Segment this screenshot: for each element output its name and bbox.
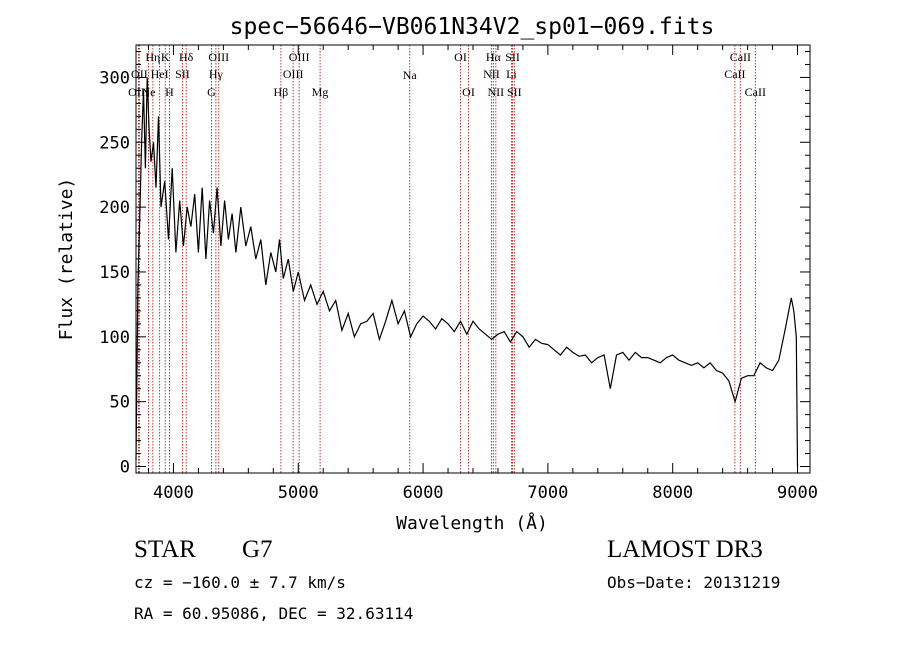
x-axis-label: Wavelength (Å) (396, 512, 548, 534)
line-marker-label: OIII (208, 50, 229, 64)
object-subclass: G7 (242, 536, 273, 563)
redshift-velocity: cz = −160.0 ± 7.7 km/s (134, 573, 346, 592)
line-marker-label: Hδ (179, 50, 194, 64)
line-marker-label: NII (483, 67, 500, 81)
y-tick-label: 250 (99, 133, 130, 153)
line-marker-label: Hη (145, 50, 160, 64)
line-marker-label: G (207, 85, 216, 99)
x-tick-label: 6000 (403, 483, 444, 503)
x-tick-label: 5000 (278, 483, 319, 503)
y-axis: 0 50 100 150 200 250 300 (99, 50, 810, 478)
line-marker-label: SII (505, 50, 520, 64)
line-marker-label: NII (488, 85, 505, 99)
line-marker-label: SII (507, 85, 522, 99)
chart-title: spec−56646−VB061N34V2_sp01−069.fits (230, 14, 715, 40)
line-marker-label: CaII (724, 67, 745, 81)
observation-date: Obs−Date: 20131219 (607, 573, 781, 592)
line-marker-label: SII (175, 67, 190, 81)
line-marker-label: OI (454, 50, 467, 64)
spectrum-chart: spec−56646−VB061N34V2_sp01−069.fits Hη K H… (56, 14, 818, 534)
y-tick-label: 0 (120, 458, 130, 478)
y-tick-label: 150 (99, 263, 130, 283)
line-marker-label: Hα (486, 50, 502, 64)
line-marker-label: CaII (730, 50, 751, 64)
line-marker-label: OIII (289, 50, 310, 64)
line-marker-label: Li (506, 67, 517, 81)
x-axis: 4000 5000 6000 7000 8000 9000 (147, 45, 818, 503)
line-marker-label: Na (403, 68, 418, 82)
y-tick-label: 200 (99, 198, 130, 218)
line-markers (138, 45, 756, 473)
line-marker-label: OII (131, 67, 148, 81)
line-marker-label: K (161, 50, 170, 64)
line-marker-label: Hγ (209, 67, 224, 81)
line-marker-label: OI (462, 85, 475, 99)
y-axis-label: Flux (relative) (56, 178, 77, 341)
line-marker-label: CaII (745, 85, 766, 99)
line-marker-label: OIII (283, 67, 304, 81)
line-marker-label: Ne (141, 85, 155, 99)
y-tick-label: 300 (99, 68, 130, 88)
plot-frame (135, 44, 811, 474)
survey-name: LAMOST DR3 (607, 536, 763, 563)
line-marker-label: Mg (312, 85, 329, 99)
ra-dec-coordinates: RA = 60.95086, DEC = 32.63114 (134, 604, 414, 623)
x-tick-label: 8000 (652, 483, 693, 503)
y-tick-label: 100 (99, 328, 130, 348)
line-marker-label: H (165, 85, 174, 99)
y-tick-label: 50 (110, 393, 130, 413)
x-tick-label: 7000 (527, 483, 568, 503)
x-tick-label: 9000 (777, 483, 818, 503)
line-marker-label: HeI (151, 67, 169, 81)
line-marker-label: Hβ (274, 85, 289, 99)
spectrum-line (135, 77, 799, 467)
object-class: STAR (134, 536, 196, 563)
x-tick-label: 4000 (153, 483, 194, 503)
